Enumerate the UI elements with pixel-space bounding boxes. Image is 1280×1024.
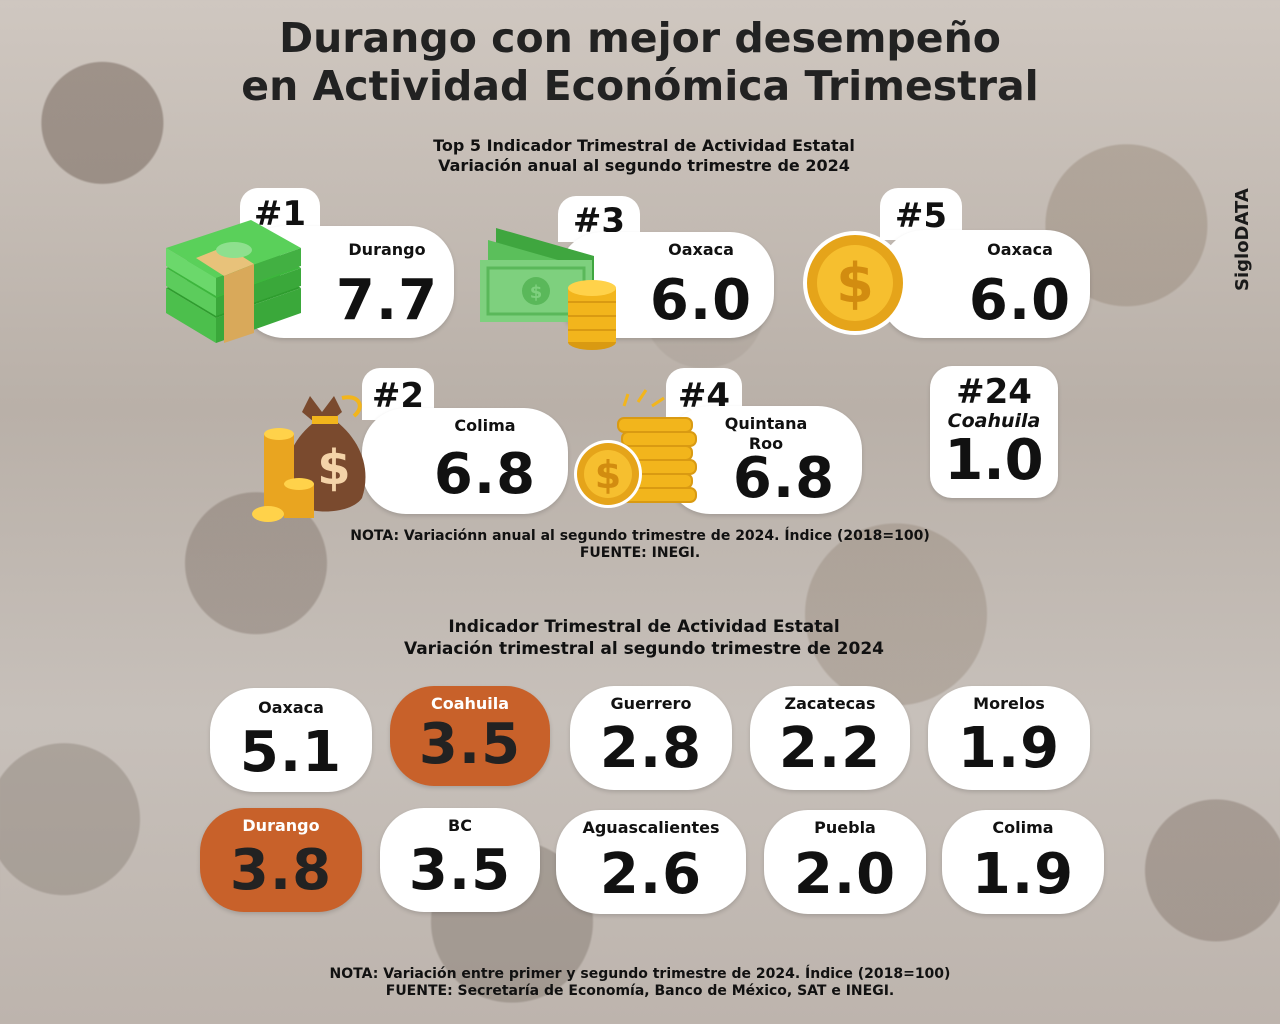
brand-logo: SigloDATA xyxy=(1232,188,1253,292)
top5-card-colima: Colima 6.8 xyxy=(362,408,568,514)
state-value: 2.0 xyxy=(793,842,897,907)
state-value: 7.7 xyxy=(335,268,439,333)
top5-subtitle-line-1: Top 5 Indicador Trimestral de Actividad … xyxy=(433,136,855,155)
top5-subtitle-line-2: Variación anual al segundo trimestre de … xyxy=(438,156,850,175)
state-name: Oaxaca xyxy=(668,240,734,259)
title-line-2: en Actividad Económica Trimestral xyxy=(241,62,1039,110)
top5-card-oaxaca-2: Oaxaca 6.0 xyxy=(880,230,1090,338)
state-name: Oaxaca xyxy=(987,240,1053,259)
page-title: Durango con mejor desempeño en Actividad… xyxy=(0,14,1280,110)
quarterly-subtitle-line-2: Variación trimestral al segundo trimestr… xyxy=(403,639,884,659)
state-value: 3.5 xyxy=(408,838,512,903)
state-name: Morelos xyxy=(973,694,1045,713)
state-value: 6.8 xyxy=(433,442,537,507)
state-value: 6.0 xyxy=(649,268,753,333)
state-name: Aguascalientes xyxy=(582,818,720,837)
state-value: 6.0 xyxy=(968,268,1072,333)
state-name: Durango xyxy=(348,240,426,259)
banknotes-coins-icon: $ xyxy=(480,228,616,350)
rank-badge: #24 xyxy=(956,372,1032,412)
svg-text:$: $ xyxy=(595,453,621,497)
quarterly-card-guerrero: Guerrero 2.8 xyxy=(570,686,732,790)
state-value: 6.8 xyxy=(732,446,836,511)
state-name: Colima xyxy=(454,416,516,435)
state-value: 2.8 xyxy=(599,716,703,781)
quarterly-subtitle: Indicador Trimestral de Actividad Estata… xyxy=(0,616,1280,660)
quarterly-card-bc: BC 3.5 xyxy=(380,808,540,912)
state-value: 1.9 xyxy=(971,842,1075,907)
note-text: NOTA: Variación entre primer y segundo t… xyxy=(329,966,951,982)
state-value: 2.2 xyxy=(778,716,882,781)
source-text: FUENTE: Secretaría de Economía, Banco de… xyxy=(385,983,895,999)
quarterly-card-colima: Colima 1.9 xyxy=(942,810,1104,914)
money-bag-icon: $ xyxy=(252,395,366,522)
state-value: 3.5 xyxy=(418,712,522,777)
top5-card-quintana-roo: Quintana Roo 6.8 xyxy=(666,406,862,514)
state-value: 5.1 xyxy=(239,720,343,785)
state-name: Puebla xyxy=(814,818,876,837)
svg-text:$: $ xyxy=(836,252,874,315)
quarterly-subtitle-line-1: Indicador Trimestral de Actividad Estata… xyxy=(448,617,840,637)
state-name: Coahuila xyxy=(430,694,510,713)
state-value: 1.9 xyxy=(957,716,1061,781)
state-name: Oaxaca xyxy=(258,698,324,717)
state-name: Quintana Roo xyxy=(724,414,808,453)
gold-coin-icon: $ xyxy=(803,231,907,335)
svg-text:$: $ xyxy=(317,440,350,496)
coin-stack-icon: $ xyxy=(574,389,697,508)
state-name: Zacatecas xyxy=(784,694,876,713)
state-value: 3.8 xyxy=(229,838,333,903)
quarterly-card-aguascalientes: Aguascalientes 2.6 xyxy=(556,810,746,914)
top5-card-coahuila: #24 Coahuila 1.0 xyxy=(930,366,1058,498)
top5-subtitle: Top 5 Indicador Trimestral de Actividad … xyxy=(0,136,1280,176)
quarterly-card-puebla: Puebla 2.0 xyxy=(764,810,926,914)
state-value: 2.6 xyxy=(599,842,703,907)
source-text: FUENTE: INEGI. xyxy=(579,545,701,561)
state-name: Guerrero xyxy=(610,694,692,713)
state-name: Colima xyxy=(992,818,1054,837)
title-line-1: Durango con mejor desempeño xyxy=(279,14,1001,62)
svg-text:$: $ xyxy=(530,282,543,303)
money-stack-icon xyxy=(166,220,301,343)
quarterly-card-oaxaca: Oaxaca 5.1 xyxy=(210,688,372,792)
note-text: NOTA: Variaciónn anual al segundo trimes… xyxy=(350,528,930,544)
quarterly-card-zacatecas: Zacatecas 2.2 xyxy=(750,686,910,790)
quarterly-card-morelos: Morelos 1.9 xyxy=(928,686,1090,790)
quarterly-card-coahuila: Coahuila 3.5 xyxy=(390,686,550,786)
state-name: Coahuila xyxy=(947,410,1041,432)
quarterly-note: NOTA: Variación entre primer y segundo t… xyxy=(0,966,1280,1000)
quarterly-card-durango: Durango 3.8 xyxy=(200,808,362,912)
state-value: 1.0 xyxy=(944,428,1044,493)
state-name: BC xyxy=(448,816,472,835)
top5-note: NOTA: Variaciónn anual al segundo trimes… xyxy=(0,528,1280,562)
state-name: Durango xyxy=(242,816,320,835)
